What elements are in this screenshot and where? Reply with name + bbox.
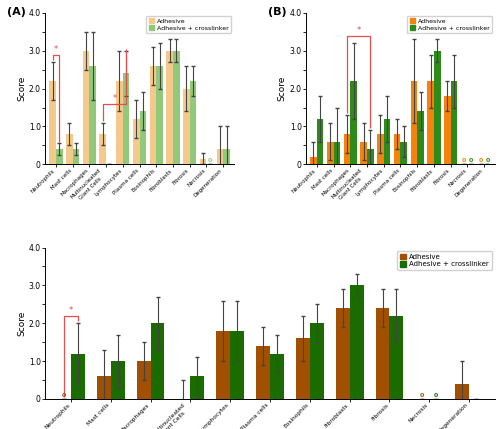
Bar [71,353,85,399]
Bar [66,134,72,164]
Bar [427,81,434,164]
Bar [360,142,367,164]
Bar [216,331,230,399]
Text: *: * [112,94,116,103]
Bar [377,134,384,164]
Bar [310,157,317,164]
Bar [190,81,196,164]
Bar [56,149,62,164]
Bar [327,142,334,164]
Legend: Adhesive, Adhesive + crosslinker: Adhesive, Adhesive + crosslinker [397,251,492,270]
Bar [334,142,340,164]
Bar [72,149,80,164]
Bar [116,81,123,164]
Bar [110,361,124,399]
Bar [150,323,164,399]
Bar [376,308,390,399]
Bar [140,111,146,164]
Text: 0: 0 [434,393,438,398]
Bar [434,51,440,164]
Bar [49,81,56,164]
Bar [216,149,223,164]
Bar [400,142,407,164]
Bar [367,149,374,164]
Bar [133,119,140,164]
Bar [390,316,404,399]
Text: 0: 0 [462,158,466,163]
Bar [166,51,173,164]
Text: (B): (B) [268,7,286,17]
Bar [317,119,324,164]
Bar [310,323,324,399]
Y-axis label: Score: Score [17,76,26,101]
Bar [136,361,150,399]
Bar [410,81,417,164]
Bar [384,119,390,164]
Text: (A): (A) [7,7,26,17]
Y-axis label: Score: Score [278,76,287,101]
Y-axis label: Score: Score [17,311,26,336]
Bar [150,66,156,164]
Bar [97,376,110,399]
Bar [100,134,106,164]
Bar [90,66,96,164]
Bar [156,66,163,164]
Bar [183,88,190,164]
Text: 0: 0 [62,393,66,398]
Text: 0: 0 [478,158,483,163]
Bar [223,149,230,164]
Text: 0: 0 [208,158,212,163]
Bar [394,134,400,164]
Bar [417,111,424,164]
Bar [82,51,89,164]
Text: 0: 0 [420,393,424,398]
Bar [444,96,450,164]
Bar [190,376,204,399]
Legend: Adhesive, Adhesive + crosslinker: Adhesive, Adhesive + crosslinker [407,16,492,33]
Text: 0: 0 [468,158,473,163]
Bar [256,346,270,399]
Text: *: * [356,26,361,35]
Legend: Adhesive, Adhesive + crosslinker: Adhesive, Adhesive + crosslinker [146,16,231,33]
Bar [350,81,357,164]
Bar [200,159,206,164]
Text: 0: 0 [486,158,490,163]
Bar [336,308,349,399]
Bar [455,384,469,399]
Text: *: * [54,45,58,54]
Bar [230,331,244,399]
Bar [173,51,180,164]
Bar [123,73,130,164]
Bar [450,81,458,164]
Text: *: * [69,306,73,315]
Bar [296,338,310,399]
Bar [344,134,350,164]
Bar [350,285,364,399]
Bar [270,353,284,399]
